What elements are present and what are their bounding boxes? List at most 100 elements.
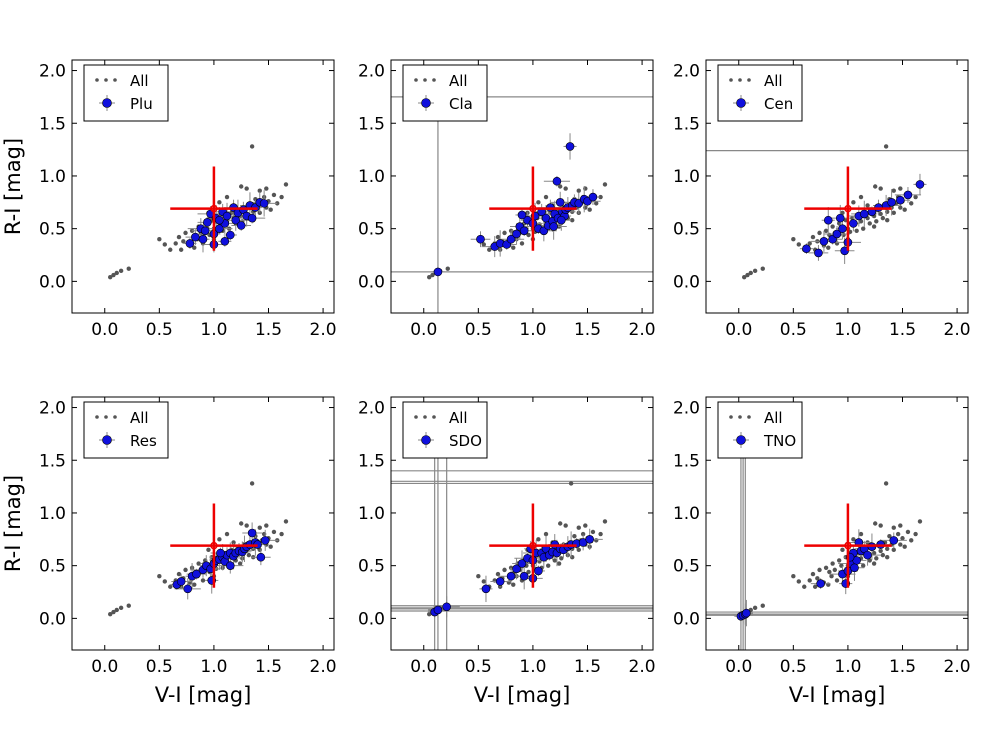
all-point — [244, 186, 249, 191]
data-point — [863, 550, 872, 560]
y-tick-label: 0.5 — [358, 557, 385, 577]
all-point — [867, 221, 872, 226]
x-tick-label: 0.0 — [410, 657, 437, 677]
y-tick-label: 1.5 — [358, 451, 385, 471]
legend-frame — [717, 64, 803, 122]
all-point — [495, 234, 501, 240]
all-point — [552, 558, 557, 563]
legend-all-marker — [414, 78, 418, 82]
all-point — [742, 274, 747, 280]
all-point — [898, 186, 903, 191]
x-tick-label: 0.0 — [725, 657, 752, 677]
all-point — [878, 548, 883, 554]
all-point — [526, 569, 531, 575]
data-point — [216, 548, 225, 558]
data-point — [849, 219, 858, 228]
all-point — [558, 184, 563, 189]
legend-all-marker — [738, 78, 742, 82]
all-point — [502, 567, 507, 573]
all-point — [563, 523, 568, 528]
x-axis-label: V-I [mag] — [155, 683, 252, 707]
legend-all-marker — [423, 415, 427, 419]
all-point — [502, 230, 507, 236]
all-point — [481, 579, 486, 584]
all-point — [829, 574, 834, 579]
y-tick-label: 0.5 — [673, 220, 700, 240]
all-point — [902, 207, 907, 212]
x-tick-label: 0.0 — [91, 657, 118, 677]
legend: All Plu — [83, 64, 169, 122]
all-point — [791, 237, 796, 242]
all-point — [883, 481, 889, 486]
all-point — [173, 241, 178, 246]
all-point — [264, 186, 269, 191]
y-tick-label: 0.0 — [358, 609, 385, 629]
all-point — [840, 547, 845, 553]
data-point — [198, 234, 208, 244]
legend-group-marker — [421, 98, 431, 108]
all-point — [810, 571, 816, 577]
all-point — [748, 270, 753, 276]
data-point — [433, 267, 443, 277]
all-point — [244, 523, 249, 528]
all-point — [796, 242, 801, 247]
all-point — [865, 203, 870, 208]
data-point — [259, 199, 269, 208]
all-point — [217, 537, 222, 542]
all-point — [108, 274, 113, 280]
y-tick-label: 1.5 — [39, 114, 66, 134]
all-point — [200, 578, 206, 583]
data-point — [176, 577, 186, 586]
all-point — [249, 144, 255, 149]
all-point — [246, 552, 252, 558]
all-point — [883, 144, 889, 149]
all-point — [752, 268, 758, 274]
legend-frame — [402, 401, 488, 459]
data-point — [742, 608, 751, 618]
all-point — [834, 578, 840, 583]
all-point — [891, 188, 896, 193]
all-point — [807, 578, 812, 583]
all-point — [427, 611, 432, 617]
legend-label-group: SDO — [449, 432, 482, 450]
all-point — [867, 558, 872, 563]
legend-label-all: All — [449, 409, 468, 427]
axes-frame — [71, 59, 335, 314]
x-tick-label: 1.5 — [889, 320, 916, 340]
all-point — [476, 574, 481, 579]
all-point — [111, 272, 116, 278]
y-tick-label: 0.0 — [358, 272, 385, 292]
reference-point — [844, 204, 852, 213]
all-point — [168, 584, 173, 589]
plot-area — [391, 80, 653, 313]
all-point — [511, 245, 516, 250]
all-point — [526, 232, 531, 238]
data-point — [481, 584, 491, 594]
all-point — [880, 215, 886, 221]
x-tick-label: 1.0 — [200, 657, 227, 677]
data-point — [835, 213, 845, 223]
all-point — [543, 531, 549, 537]
data-point — [433, 605, 443, 615]
all-point — [861, 226, 866, 231]
all-point — [583, 523, 588, 528]
data-point — [814, 248, 823, 258]
all-point — [563, 186, 568, 191]
all-point — [268, 207, 273, 212]
data-point — [222, 211, 232, 221]
legend-group-marker — [102, 98, 112, 108]
all-point — [495, 571, 501, 577]
x-tick-label: 1.5 — [255, 657, 282, 677]
legend-all-marker — [432, 78, 436, 82]
x-tick-label: 1.5 — [574, 657, 601, 677]
all-point — [183, 230, 188, 236]
all-point — [118, 268, 124, 274]
legend: All Cla — [402, 64, 488, 122]
data-point — [802, 244, 811, 253]
all-point — [840, 210, 845, 216]
data-point — [200, 226, 210, 236]
data-point — [247, 528, 257, 538]
all-point — [900, 536, 905, 541]
all-point — [891, 525, 896, 530]
all-point — [176, 571, 182, 577]
